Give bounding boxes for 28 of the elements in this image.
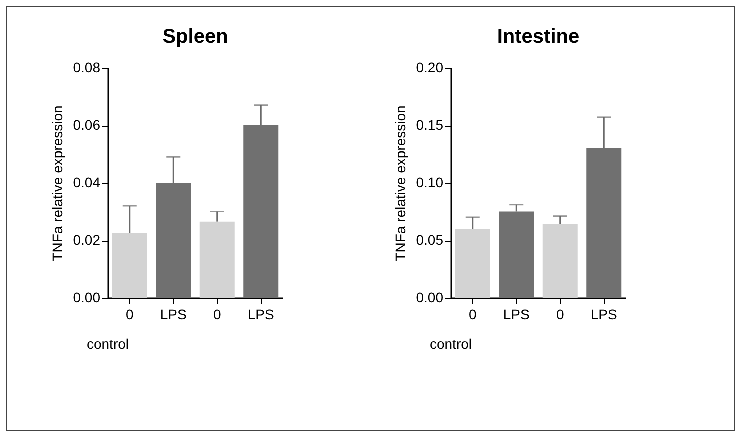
- y-tick-label: 0.06: [73, 117, 101, 133]
- bar: [455, 229, 490, 298]
- y-tick-label: 0.08: [73, 60, 101, 76]
- y-tick-label: 0.05: [416, 232, 444, 248]
- x-tick-label: LPS: [503, 306, 530, 322]
- y-tick-label: 0.04: [73, 174, 101, 190]
- bar: [112, 233, 148, 298]
- x-tick-label: LPS: [248, 306, 274, 322]
- x-tick-label: 0: [213, 306, 222, 322]
- text: control: [430, 336, 472, 352]
- y-tick-label: 0.00: [416, 290, 444, 306]
- y-tick-label: 0.00: [73, 290, 101, 306]
- x-tick-label: 0: [556, 306, 564, 322]
- x-tick-label: LPS: [590, 306, 618, 322]
- x-tick-label: 0: [468, 306, 477, 322]
- y-tick-label: 0.02: [73, 232, 101, 248]
- y-tick-label: 0.10: [416, 174, 444, 190]
- y-tick-label: 0.20: [416, 60, 444, 76]
- x-tick-label: 0: [126, 306, 134, 322]
- y-axis-title: TNFa relative expression: [49, 106, 66, 262]
- chart-title: Spleen: [162, 26, 228, 48]
- bar: [542, 224, 578, 298]
- x-tick-label: LPS: [160, 306, 187, 322]
- y-axis-title: TNFa relative expression: [392, 106, 408, 262]
- chart-title: Intestine: [497, 26, 580, 48]
- text: control: [86, 336, 130, 352]
- bar: [200, 222, 235, 298]
- y-tick-label: 0.15: [416, 117, 444, 133]
